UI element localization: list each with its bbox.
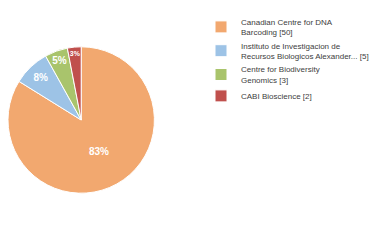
svg-text:8%: 8%	[34, 72, 49, 83]
svg-text:Canadian Centre for DNABarcodi: Canadian Centre for DNABarcoding [50]	[241, 18, 333, 37]
svg-text:83%: 83%	[89, 146, 109, 157]
svg-text:Instituto de Investigacion deR: Instituto de Investigacion deRecursos Bi…	[241, 42, 369, 61]
svg-text:3%: 3%	[70, 50, 80, 57]
svg-text:Centre for BiodiversityGenomic: Centre for BiodiversityGenomics [3]	[241, 65, 320, 84]
svg-text:CABI Bioscience [2]: CABI Bioscience [2]	[241, 92, 312, 101]
svg-text:5%: 5%	[52, 55, 67, 66]
